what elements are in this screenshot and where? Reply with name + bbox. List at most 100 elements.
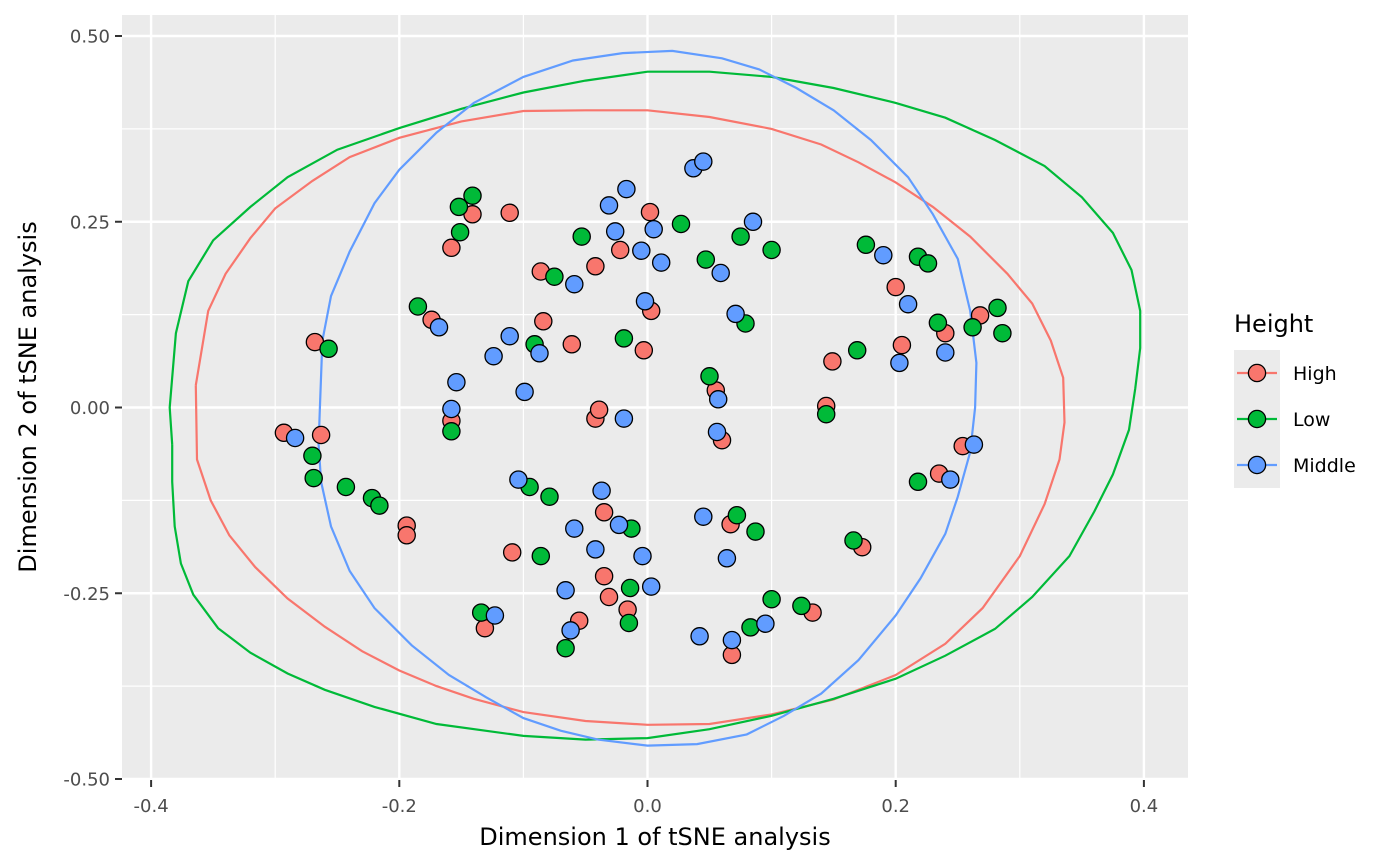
- point-low: [908, 472, 928, 492]
- point-high: [594, 566, 614, 586]
- point-middle: [561, 621, 580, 640]
- point-middle: [964, 435, 984, 454]
- point-middle: [565, 519, 584, 538]
- point-middle: [429, 318, 449, 337]
- y-axis-title: Dimension 2 of tSNE analysis: [14, 221, 42, 572]
- point-low: [696, 250, 716, 269]
- point-middle: [485, 606, 505, 625]
- point-low: [700, 367, 719, 386]
- point-middle: [717, 549, 737, 568]
- point-middle: [617, 179, 636, 199]
- point-middle: [726, 304, 745, 324]
- y-tick-label: -0.25: [63, 584, 110, 605]
- legend-label: High: [1293, 363, 1337, 385]
- point-low: [303, 446, 322, 466]
- point-middle: [605, 222, 625, 241]
- point-high: [823, 352, 842, 371]
- panel-background: [122, 15, 1188, 780]
- point-middle: [874, 245, 893, 265]
- point-middle: [565, 274, 584, 294]
- point-low: [463, 186, 482, 205]
- point-high: [397, 526, 416, 545]
- point-middle: [756, 614, 775, 633]
- point-middle: [484, 346, 503, 366]
- point-middle: [898, 294, 918, 314]
- point-middle: [632, 241, 651, 260]
- point-high: [610, 240, 630, 260]
- point-low: [540, 487, 559, 506]
- point-low: [614, 329, 634, 348]
- point-low: [671, 214, 691, 234]
- point-middle: [586, 540, 605, 559]
- point-low: [408, 297, 428, 316]
- point-middle: [641, 577, 661, 596]
- point-middle: [609, 515, 629, 535]
- point-high: [599, 587, 619, 607]
- y-tick-label: 0.50: [70, 27, 110, 48]
- y-tick-label: 0.00: [70, 398, 110, 419]
- point-low: [792, 596, 811, 616]
- point-middle: [556, 581, 575, 600]
- point-high: [586, 257, 605, 276]
- point-low: [319, 339, 338, 359]
- point-high: [640, 202, 660, 222]
- point-low: [816, 404, 836, 424]
- point-middle: [936, 343, 955, 362]
- point-middle: [708, 390, 728, 409]
- point-middle: [599, 196, 619, 215]
- point-high: [311, 425, 331, 445]
- x-axis-title: Dimension 1 of tSNE analysis: [479, 823, 830, 851]
- ellipse-middle: [317, 49, 978, 747]
- point-low: [847, 341, 867, 360]
- x-tick-label: 0.0: [633, 796, 662, 817]
- y-tick-label: -0.50: [63, 770, 110, 791]
- point-high: [892, 335, 912, 355]
- point-low: [545, 267, 564, 286]
- point-low: [928, 313, 948, 333]
- point-high: [442, 238, 461, 258]
- point-middle: [690, 627, 709, 646]
- point-low: [762, 240, 781, 260]
- point-low: [727, 505, 747, 525]
- point-high: [634, 341, 654, 360]
- point-middle: [635, 292, 655, 311]
- point-middle: [890, 353, 909, 373]
- point-middle: [447, 372, 466, 392]
- point-low: [572, 227, 591, 246]
- legend-item-middle: Middle: [1234, 442, 1356, 488]
- point-low: [620, 578, 640, 598]
- point-low: [531, 546, 551, 566]
- point-middle: [694, 507, 713, 526]
- point-high: [886, 277, 905, 297]
- point-low: [619, 613, 639, 633]
- x-tick-label: 0.2: [881, 796, 910, 817]
- point-high: [562, 335, 582, 354]
- point-low: [746, 522, 765, 541]
- point-low: [304, 468, 323, 488]
- point-middle: [711, 263, 730, 283]
- point-low: [963, 318, 982, 337]
- legend-item-low: Low: [1234, 396, 1330, 442]
- legend-title: Height: [1234, 310, 1313, 338]
- point-high: [534, 312, 553, 331]
- ellipse-low: [168, 70, 1142, 741]
- point-low: [449, 197, 469, 217]
- legend-item-high: High: [1234, 350, 1337, 396]
- point-low: [993, 323, 1012, 343]
- point-middle: [707, 422, 727, 442]
- point-middle: [614, 409, 634, 428]
- point-low: [856, 235, 876, 255]
- point-middle: [722, 630, 742, 650]
- point-low: [762, 589, 781, 609]
- point-low: [370, 496, 389, 515]
- point-middle: [644, 219, 663, 239]
- point-middle: [694, 152, 713, 171]
- point-low: [988, 298, 1007, 318]
- y-axis: -0.50 -0.25 0.00 0.25 0.50: [63, 27, 122, 791]
- legend-label: Low: [1293, 409, 1330, 431]
- point-high: [500, 203, 519, 223]
- legend: Height High Low Middle: [1234, 310, 1356, 488]
- x-axis: -0.4 -0.2 0.0 0.2 0.4: [134, 780, 1158, 817]
- confidence-ellipses: [168, 49, 1142, 747]
